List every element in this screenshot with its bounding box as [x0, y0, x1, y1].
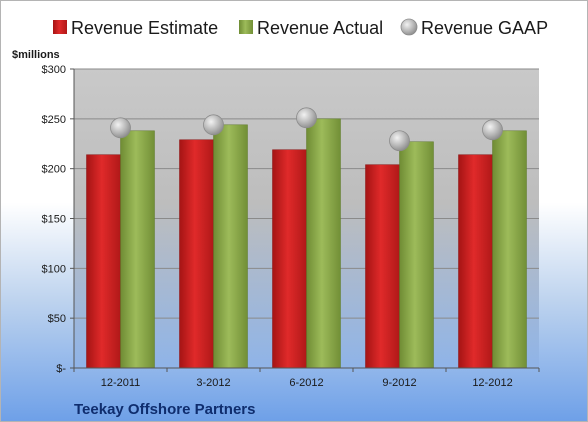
y-axis-units: $millions: [12, 49, 60, 61]
legend-item-actual: Revenue Actual: [239, 18, 383, 38]
bar-actual-9-2012: [399, 141, 434, 369]
legend-marker-gaap: [400, 18, 418, 36]
y-tick-label: $150: [42, 214, 66, 226]
y-tick-label: $200: [42, 164, 66, 176]
legend-swatch-estimate: [53, 20, 67, 34]
bar-estimate-12-2012: [458, 154, 493, 369]
bars: [86, 118, 527, 369]
y-axis-ticks: $- $50 $100 $150 $200 $250 $300: [42, 64, 75, 375]
gaap-marker-9-2012: [389, 130, 410, 152]
y-tick-label: $-: [56, 363, 66, 375]
company-name: Teekay Offshore Partners: [74, 401, 255, 418]
gaap-marker-12-2012: [482, 119, 503, 141]
x-tick-label: 12-2012: [472, 377, 512, 389]
legend-item-estimate: Revenue Estimate: [53, 18, 218, 38]
y-tick-label: $300: [42, 64, 66, 76]
legend-label-estimate: Revenue Estimate: [71, 18, 218, 38]
gaap-marker-12-2011: [110, 117, 131, 139]
x-tick-label: 12-2011: [101, 377, 141, 389]
gaap-markers: [110, 107, 503, 152]
bar-estimate-12-2011: [86, 154, 121, 369]
legend-label-gaap: Revenue GAAP: [421, 18, 548, 38]
bar-actual-3-2012: [213, 124, 248, 369]
legend: Revenue Estimate Revenue Actual Revenue …: [53, 18, 548, 38]
legend-item-gaap: Revenue GAAP: [400, 18, 548, 38]
gaap-marker-3-2012: [203, 114, 224, 136]
bar-actual-12-2011: [120, 130, 155, 369]
bar-actual-12-2012: [492, 130, 527, 369]
x-tick-label: 9-2012: [382, 377, 416, 389]
legend-label-actual: Revenue Actual: [257, 18, 383, 38]
y-tick-label: $50: [48, 313, 66, 325]
bar-estimate-6-2012: [272, 149, 307, 369]
bar-estimate-3-2012: [179, 139, 214, 369]
legend-swatch-actual: [239, 20, 253, 34]
y-tick-label: $250: [42, 114, 66, 126]
bar-estimate-9-2012: [365, 164, 400, 369]
x-tick-label: 6-2012: [289, 377, 323, 389]
y-tick-label: $100: [42, 263, 66, 275]
x-tick-label: 3-2012: [196, 377, 230, 389]
bar-actual-6-2012: [306, 118, 341, 369]
x-axis-ticks: 12-2011 3-2012 6-2012 9-2012 12-2012: [73, 368, 540, 389]
gaap-marker-6-2012: [296, 107, 317, 129]
